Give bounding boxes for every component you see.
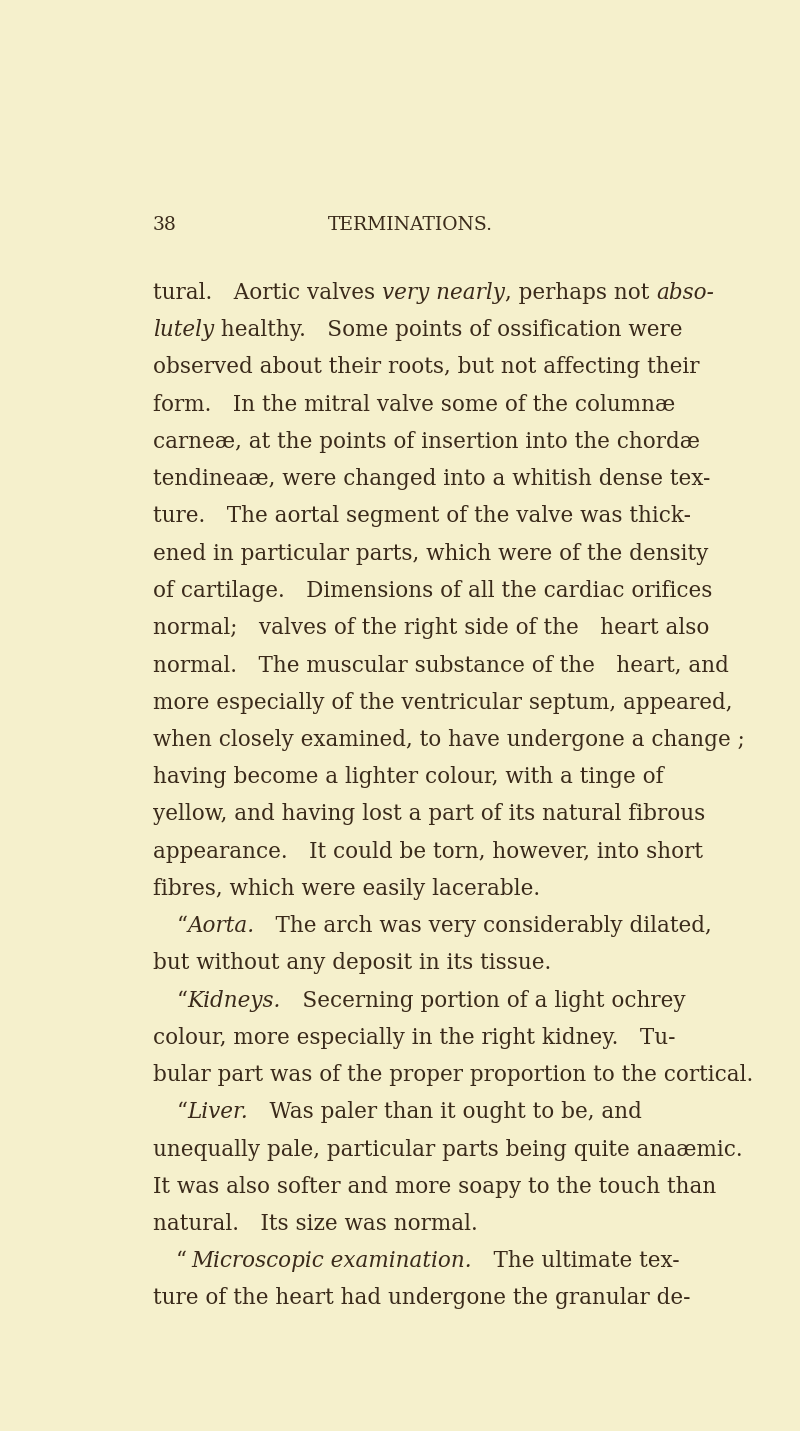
Text: Kidneys.: Kidneys. [187, 989, 281, 1012]
Text: Microscopic examination.: Microscopic examination. [191, 1251, 472, 1272]
Text: The arch was very considerably dilated,: The arch was very considerably dilated, [254, 914, 712, 937]
Text: healthy. Some points of ossification were: healthy. Some points of ossification wer… [214, 319, 682, 341]
Text: abso-: abso- [656, 282, 714, 303]
Text: , perhaps not: , perhaps not [505, 282, 656, 303]
Text: but without any deposit in its tissue.: but without any deposit in its tissue. [153, 952, 551, 975]
Text: 38: 38 [153, 216, 177, 233]
Text: ture. The aortal segment of the valve was thick-: ture. The aortal segment of the valve wa… [153, 505, 690, 528]
Text: Was paler than it ought to be, and: Was paler than it ought to be, and [248, 1102, 642, 1123]
Text: carneæ, at the points of insertion into the chordæ: carneæ, at the points of insertion into … [153, 431, 700, 452]
Text: appearance. It could be torn, however, into short: appearance. It could be torn, however, i… [153, 840, 702, 863]
Text: unequally pale, particular parts being quite anaæmic.: unequally pale, particular parts being q… [153, 1139, 742, 1161]
Text: lutely: lutely [153, 319, 214, 341]
Text: of cartilage. Dimensions of all the cardiac orifices: of cartilage. Dimensions of all the card… [153, 580, 712, 602]
Text: having become a lighter colour, with a tinge of: having become a lighter colour, with a t… [153, 766, 663, 788]
Text: Liver.: Liver. [187, 1102, 248, 1123]
Text: colour, more especially in the right kidney. Tu-: colour, more especially in the right kid… [153, 1027, 675, 1049]
Text: form. In the mitral valve some of the columnæ: form. In the mitral valve some of the co… [153, 394, 675, 415]
Text: It was also softer and more soapy to the touch than: It was also softer and more soapy to the… [153, 1176, 716, 1198]
Text: fibres, which were easily lacerable.: fibres, which were easily lacerable. [153, 877, 540, 900]
Text: natural. Its size was normal.: natural. Its size was normal. [153, 1213, 478, 1235]
Text: ture of the heart had undergone the granular de-: ture of the heart had undergone the gran… [153, 1288, 690, 1309]
Text: “: “ [176, 914, 187, 937]
Text: tural. Aortic valves: tural. Aortic valves [153, 282, 382, 303]
Text: bular part was of the proper proportion to the cortical.: bular part was of the proper proportion … [153, 1065, 753, 1086]
Text: when closely examined, to have undergone a change ;: when closely examined, to have undergone… [153, 728, 745, 751]
Text: yellow, and having lost a part of its natural fibrous: yellow, and having lost a part of its na… [153, 803, 705, 826]
Text: TERMINATIONS.: TERMINATIONS. [327, 216, 493, 233]
Text: tendineaæ, were changed into a whitish dense tex-: tendineaæ, were changed into a whitish d… [153, 468, 710, 491]
Text: Aorta.: Aorta. [187, 914, 254, 937]
Text: Secerning portion of a light ochrey: Secerning portion of a light ochrey [281, 989, 686, 1012]
Text: normal; valves of the right side of the heart also: normal; valves of the right side of the … [153, 617, 709, 640]
Text: observed about their roots, but not affecting their: observed about their roots, but not affe… [153, 356, 699, 378]
Text: very nearly: very nearly [382, 282, 505, 303]
Text: ened in particular parts, which were of the density: ened in particular parts, which were of … [153, 542, 708, 565]
Text: “: “ [176, 1251, 191, 1272]
Text: more especially of the ventricular septum, appeared,: more especially of the ventricular septu… [153, 691, 732, 714]
Text: normal. The muscular substance of the heart, and: normal. The muscular substance of the he… [153, 654, 729, 677]
Text: “: “ [176, 1102, 187, 1123]
Text: “: “ [176, 989, 187, 1012]
Text: The ultimate tex-: The ultimate tex- [472, 1251, 680, 1272]
